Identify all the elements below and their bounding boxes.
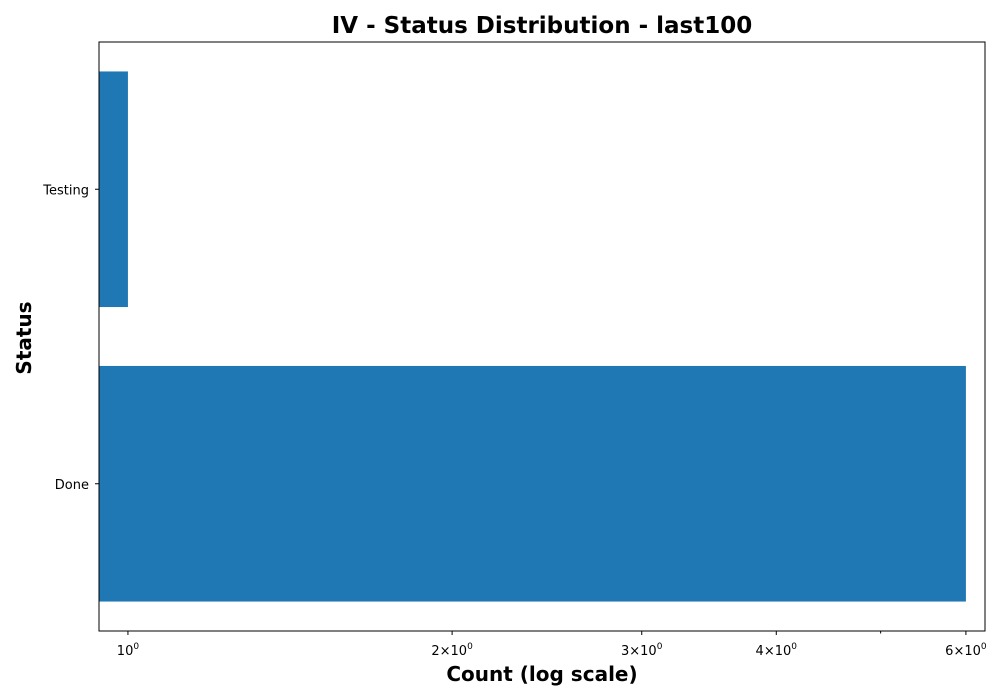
x-tick-label: 3×100 bbox=[621, 642, 663, 659]
bar-done bbox=[99, 365, 966, 602]
x-tick-label: 6×100 bbox=[945, 642, 987, 659]
x-tick-label: 2×100 bbox=[431, 642, 473, 659]
bars-group bbox=[99, 71, 966, 602]
x-tick-label: 100 bbox=[117, 642, 140, 659]
x-axis-label: Count (log scale) bbox=[446, 662, 637, 686]
y-axis-label: Status bbox=[12, 301, 36, 374]
x-axis-ticks: 100 2×100 3×100 4×100 6×100 bbox=[117, 631, 987, 659]
x-tick-label: 4×100 bbox=[756, 642, 798, 659]
y-tick-label: Testing bbox=[42, 183, 89, 198]
plot-frame bbox=[98, 41, 986, 632]
y-axis-ticks: Testing Done bbox=[42, 183, 99, 493]
bar-testing bbox=[99, 71, 128, 308]
y-tick-label: Done bbox=[55, 478, 89, 493]
chart-title: IV - Status Distribution - last100 bbox=[332, 13, 753, 39]
